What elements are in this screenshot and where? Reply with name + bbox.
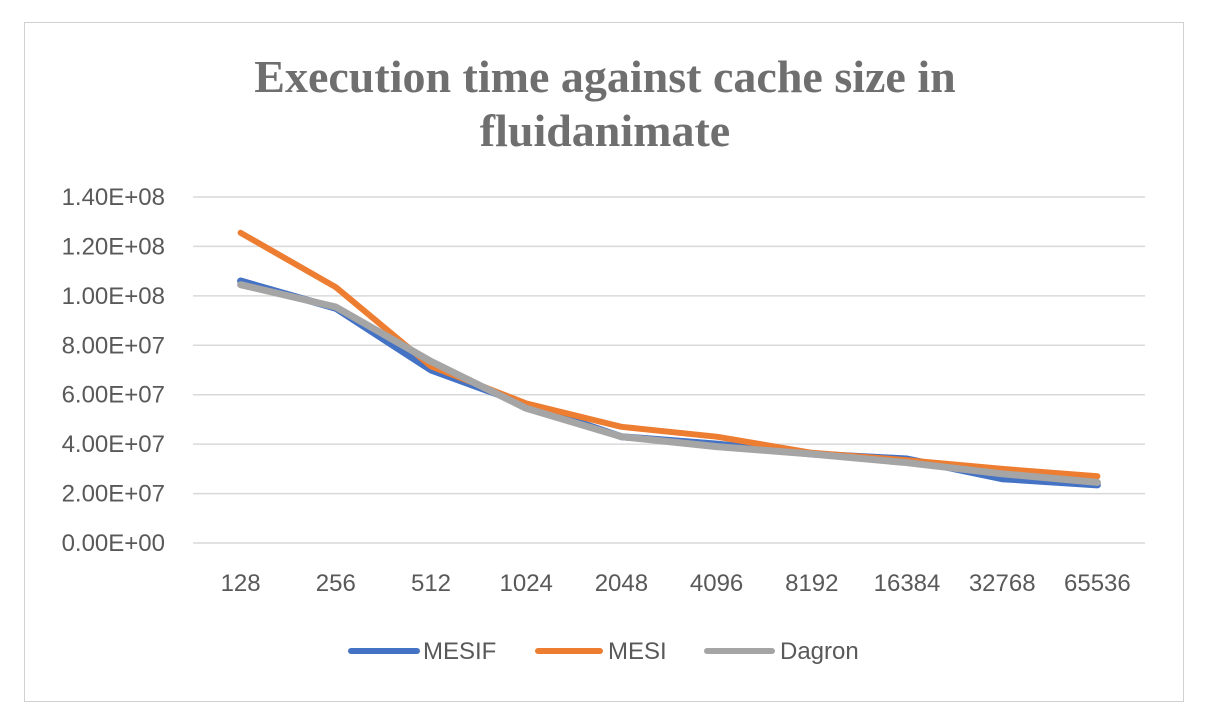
x-tick-label: 1024 <box>500 570 553 597</box>
y-tick-label: 4.00E+07 <box>62 431 165 458</box>
x-tick-label: 4096 <box>690 570 743 597</box>
legend-label-mesi: MESI <box>608 638 667 665</box>
y-tick-label: 1.40E+08 <box>62 184 165 211</box>
chart-title-line-2: fluidanimate <box>480 105 730 156</box>
y-tick-label: 1.00E+08 <box>62 283 165 310</box>
x-axis-ticks: 128 256 512 1024 2048 4096 8192 16384 32768 65536 <box>221 570 1131 597</box>
legend-label-dagron: Dagron <box>780 638 859 665</box>
x-tick-label: 512 <box>411 570 451 597</box>
y-tick-label: 6.00E+07 <box>62 382 165 409</box>
y-axis-ticks: 0.00E+00 2.00E+07 4.00E+07 6.00E+07 8.00E+07… <box>62 184 165 557</box>
y-tick-label: 2.00E+07 <box>62 481 165 508</box>
x-tick-label: 65536 <box>1064 570 1131 597</box>
series-line-mesi <box>237 229 1101 480</box>
chart-frame <box>24 22 1184 702</box>
x-tick-label: 16384 <box>874 570 941 597</box>
chart-title: Execution time against cache size in flu… <box>254 51 955 156</box>
legend-label-mesif: MESIF <box>423 638 496 665</box>
series-line-dagron <box>237 281 1101 486</box>
chart-title-line-1: Execution time against cache size in <box>254 51 955 102</box>
series-lines <box>237 229 1101 489</box>
y-tick-label: 1.20E+08 <box>62 233 165 260</box>
x-tick-label: 32768 <box>969 570 1036 597</box>
x-tick-label: 8192 <box>785 570 838 597</box>
y-tick-label: 0.00E+00 <box>62 530 165 557</box>
x-tick-label: 2048 <box>595 570 648 597</box>
gridlines <box>193 196 1145 544</box>
x-tick-label: 128 <box>221 570 261 597</box>
x-tick-label: 256 <box>316 570 356 597</box>
y-tick-label: 8.00E+07 <box>62 332 165 359</box>
legend: MESIF MESI Dagron <box>348 638 859 665</box>
